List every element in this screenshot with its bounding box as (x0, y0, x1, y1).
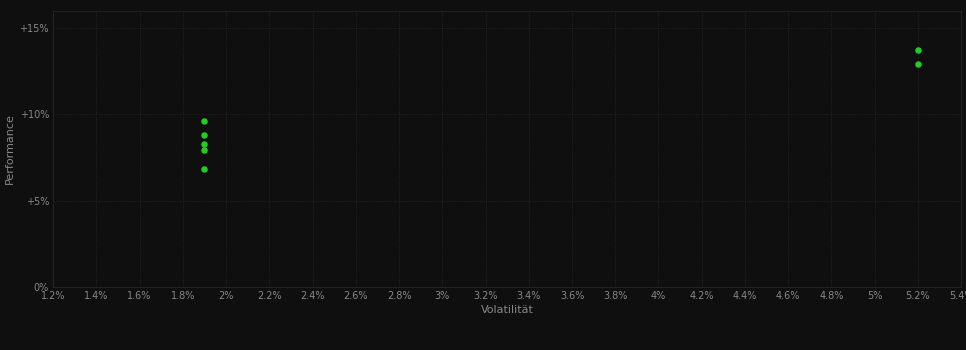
Point (197, 118, 213, 124)
Point (197, 148, 213, 153)
Point (197, 167, 213, 172)
X-axis label: Volatilität: Volatilität (481, 305, 533, 315)
Point (910, 48, 925, 53)
Point (197, 132, 213, 138)
Point (197, 141, 213, 146)
Y-axis label: Performance: Performance (5, 113, 15, 184)
Point (910, 61, 925, 67)
